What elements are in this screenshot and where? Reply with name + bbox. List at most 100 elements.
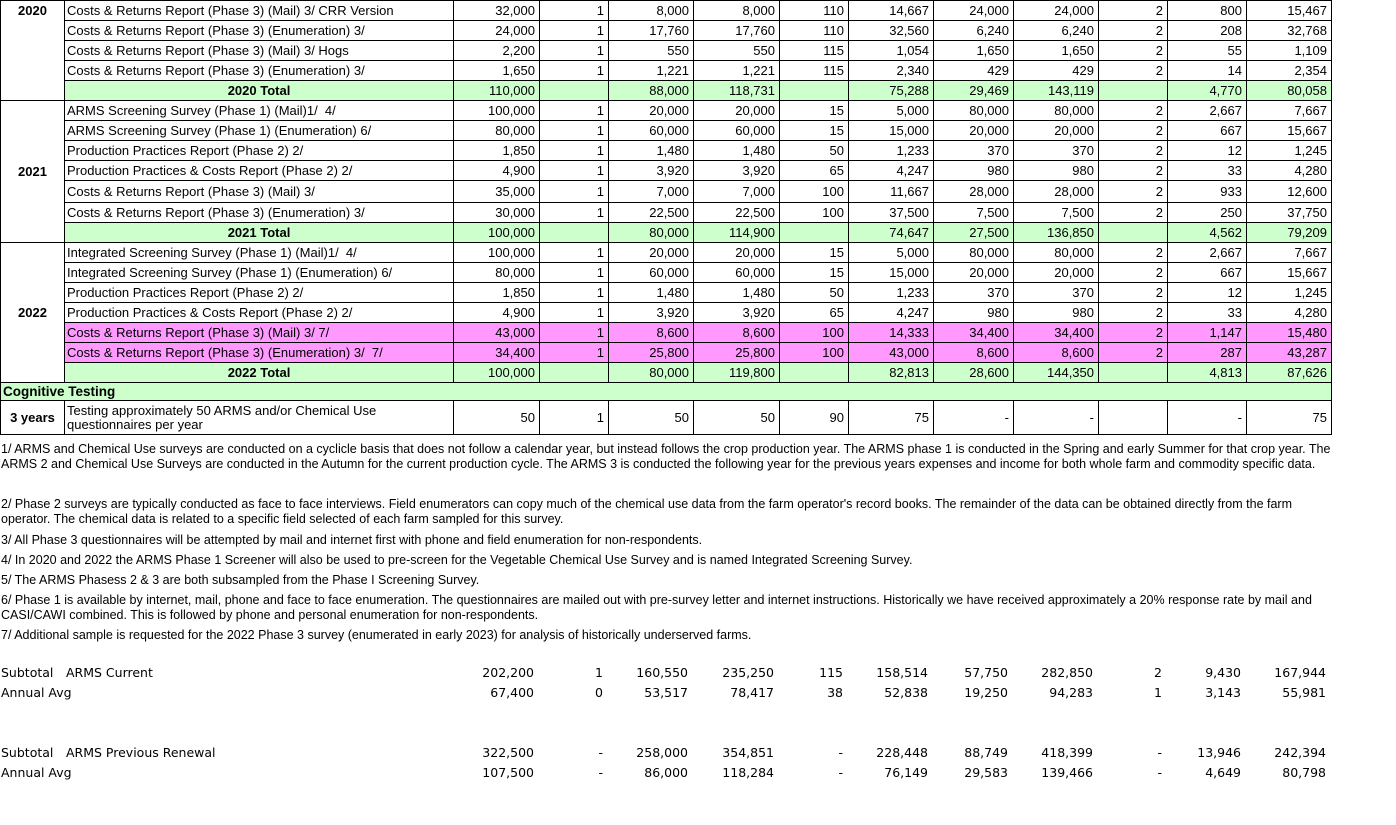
cell: 2 bbox=[1098, 60, 1168, 81]
summary-cell: 38 bbox=[827, 685, 843, 700]
cell: 1,650 bbox=[933, 40, 1014, 61]
summary-name: ARMS Current bbox=[66, 665, 153, 680]
cell: 429 bbox=[933, 60, 1014, 81]
cell: 24,000 bbox=[1013, 0, 1099, 21]
cell: 100 bbox=[779, 202, 849, 223]
cell: 14 bbox=[1167, 60, 1247, 81]
cell: 4,247 bbox=[848, 160, 934, 181]
cell: 2 bbox=[1098, 282, 1168, 303]
cell: 100 bbox=[779, 180, 849, 203]
year: 2020 bbox=[0, 0, 65, 101]
cell: 1 bbox=[539, 140, 609, 161]
footnote: 7/ Additional sample is requested for th… bbox=[1, 628, 752, 642]
footnote: 4/ In 2020 and 2022 the ARMS Phase 1 Scr… bbox=[1, 553, 913, 567]
cell: - bbox=[1013, 400, 1099, 435]
total-cell: 4,813 bbox=[1167, 362, 1247, 383]
cell: 1,054 bbox=[848, 40, 934, 61]
summary-cell: 55,981 bbox=[1282, 685, 1326, 700]
cell: 7,000 bbox=[608, 180, 694, 203]
cell: 65 bbox=[779, 302, 849, 323]
total-cell: 136,850 bbox=[1013, 222, 1099, 243]
cell: 1,480 bbox=[608, 282, 694, 303]
cell: 100,000 bbox=[453, 242, 540, 263]
cell: 25,800 bbox=[608, 342, 694, 363]
summary-cell: 235,250 bbox=[722, 665, 774, 680]
cell bbox=[1098, 400, 1168, 435]
cell: 5,000 bbox=[848, 242, 934, 263]
cell: 115 bbox=[779, 40, 849, 61]
total-cell: 118,731 bbox=[693, 80, 780, 101]
cell: 115 bbox=[779, 60, 849, 81]
cell: 800 bbox=[1167, 0, 1247, 21]
summary-cell: 228,448 bbox=[876, 745, 928, 760]
cell: 50 bbox=[779, 140, 849, 161]
row-label: Costs & Returns Report (Phase 3) (Mail) … bbox=[64, 40, 454, 61]
summary-cell: - bbox=[598, 745, 603, 760]
summary-cell: 88,749 bbox=[964, 745, 1008, 760]
cell: 1 bbox=[539, 180, 609, 203]
row-label: Production Practices Report (Phase 2) 2/ bbox=[64, 282, 454, 303]
cell: 7,500 bbox=[933, 202, 1014, 223]
row-label: Production Practices & Costs Report (Pha… bbox=[64, 302, 454, 323]
cell: 4,900 bbox=[453, 302, 540, 323]
cell: 933 bbox=[1167, 180, 1247, 203]
cell: 15 bbox=[779, 262, 849, 283]
cell: 5,000 bbox=[848, 100, 934, 121]
cell: 8,600 bbox=[693, 322, 780, 343]
cell: 1 bbox=[539, 0, 609, 21]
cell: 15,667 bbox=[1246, 262, 1332, 283]
cell: 11,667 bbox=[848, 180, 934, 203]
cell: 1 bbox=[539, 60, 609, 81]
cell: 2 bbox=[1098, 202, 1168, 223]
summary-cell: 9,430 bbox=[1205, 665, 1241, 680]
row-label: Production Practices & Costs Report (Pha… bbox=[64, 160, 454, 181]
total-cell: 4,562 bbox=[1167, 222, 1247, 243]
cell: 8,000 bbox=[693, 0, 780, 21]
cell: 1,480 bbox=[693, 140, 780, 161]
cell: 3,920 bbox=[693, 160, 780, 181]
cell: 2 bbox=[1098, 302, 1168, 323]
cell: - bbox=[933, 400, 1014, 435]
cell: 287 bbox=[1167, 342, 1247, 363]
cell: 20,000 bbox=[693, 242, 780, 263]
summary-cell: 282,850 bbox=[1041, 665, 1093, 680]
summary-cell: 167,944 bbox=[1274, 665, 1326, 680]
summary-cell: 258,000 bbox=[636, 745, 688, 760]
footnote: 3/ All Phase 3 questionnaires will be at… bbox=[1, 533, 703, 547]
cell: 2,354 bbox=[1246, 60, 1332, 81]
row-label: Integrated Screening Survey (Phase 1) (E… bbox=[64, 262, 454, 283]
summary-cell: 80,798 bbox=[1282, 765, 1326, 780]
cell: 14,667 bbox=[848, 0, 934, 21]
cell: 980 bbox=[1013, 160, 1099, 181]
summary-cell: 1 bbox=[1154, 685, 1162, 700]
cell: 43,000 bbox=[848, 342, 934, 363]
cell: - bbox=[1167, 400, 1247, 435]
row-label: ARMS Screening Survey (Phase 1) (Mail)1/… bbox=[64, 100, 454, 121]
cell: 1,147 bbox=[1167, 322, 1247, 343]
cell: 1 bbox=[539, 202, 609, 223]
cell: 250 bbox=[1167, 202, 1247, 223]
total-cell: 28,600 bbox=[933, 362, 1014, 383]
cell: 1,221 bbox=[608, 60, 694, 81]
cell: 110 bbox=[779, 0, 849, 21]
row-label: Costs & Returns Report (Phase 3) (Mail) … bbox=[64, 180, 454, 203]
total-label: 2022 Total bbox=[64, 362, 454, 383]
cell: 1,650 bbox=[453, 60, 540, 81]
cell: 20,000 bbox=[933, 120, 1014, 141]
cell: 370 bbox=[1013, 282, 1099, 303]
cell: 208 bbox=[1167, 20, 1247, 41]
cell: 15,467 bbox=[1246, 0, 1332, 21]
summary-label: Subtotal bbox=[1, 665, 54, 680]
cell: 90 bbox=[779, 400, 849, 435]
cell: 55 bbox=[1167, 40, 1247, 61]
summary-cell: - bbox=[838, 745, 843, 760]
cell: 6,240 bbox=[1013, 20, 1099, 41]
cell: 7,000 bbox=[693, 180, 780, 203]
total-cell bbox=[539, 222, 609, 243]
cell: 980 bbox=[933, 302, 1014, 323]
summary-cell: 3,143 bbox=[1205, 685, 1241, 700]
summary-label: Subtotal bbox=[1, 745, 54, 760]
summary-cell: 2 bbox=[1154, 665, 1162, 680]
cell: 12 bbox=[1167, 140, 1247, 161]
